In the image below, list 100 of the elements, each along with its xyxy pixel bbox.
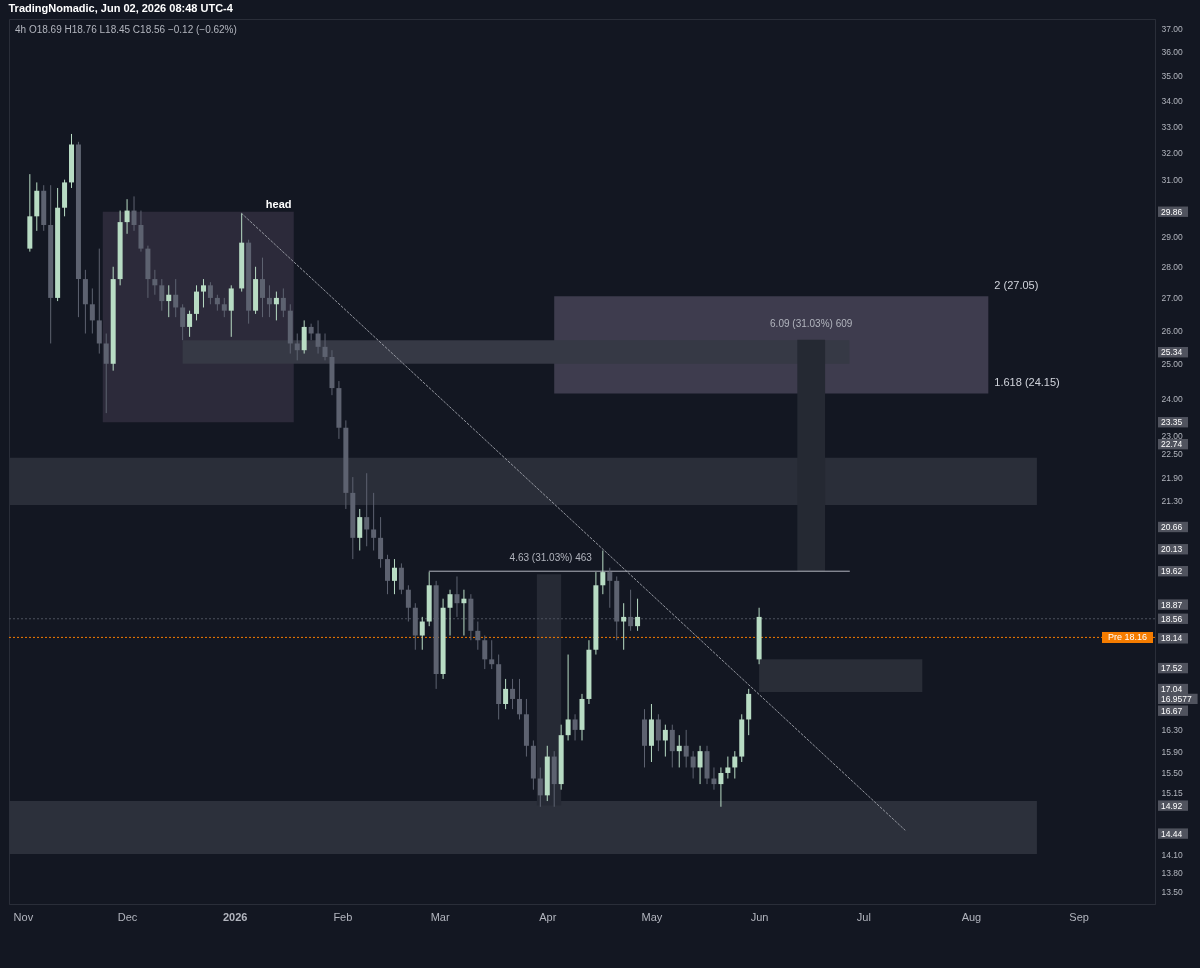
candlestick — [103, 333, 109, 414]
candlestick — [131, 195, 137, 232]
candlestick — [294, 333, 300, 361]
y-tick-label: 15.50 — [1161, 768, 1184, 779]
annotation: head — [265, 198, 292, 211]
y-tick-label: 20.66 — [1161, 522, 1183, 532]
y-tick-label: 27.00 — [1161, 293, 1184, 304]
candlestick — [280, 287, 286, 318]
y-tick-label: 26.00 — [1161, 325, 1184, 336]
y-tick-label: 20.13 — [1161, 544, 1183, 555]
y-tick-label: 18.14 — [1161, 633, 1183, 644]
y-tick-label: 16.30 — [1161, 725, 1184, 736]
annotation: 4.63 (31.03%) 463 — [509, 552, 593, 564]
candlestick — [200, 278, 206, 308]
x-tick-label: May — [641, 910, 663, 923]
candlestick — [364, 472, 370, 547]
y-tick-label: 23.35 — [1161, 417, 1183, 428]
y-tick-label: 17.04 — [1161, 684, 1183, 695]
candlestick — [357, 508, 363, 552]
y-tick-label: 21.30 — [1161, 496, 1184, 507]
y-tick-label: 13.50 — [1161, 886, 1184, 897]
y-tick-label: 15.15 — [1161, 788, 1184, 799]
candlestick — [565, 654, 571, 741]
x-tick-label: Feb — [333, 910, 353, 923]
candlestick — [537, 766, 543, 808]
candlestick — [572, 713, 578, 741]
y-tick-label: 35.00 — [1161, 71, 1184, 82]
y-tick-label: 25.00 — [1161, 359, 1184, 370]
candlestick — [503, 678, 509, 710]
candlestick — [489, 639, 495, 670]
candlestick — [378, 516, 384, 569]
x-tick-label: Jun — [750, 910, 769, 923]
y-tick-label: 21.90 — [1161, 472, 1184, 483]
candlestick — [454, 575, 460, 618]
y-tick-label: 22.74 — [1161, 439, 1183, 450]
x-tick-label: Jul — [856, 910, 871, 923]
candlestick — [405, 584, 411, 623]
y-tick-label: 14.10 — [1161, 849, 1184, 860]
candlestick — [655, 713, 661, 752]
candlestick — [447, 589, 453, 637]
chart-title: TradingNomadic, Jun 02, 2026 08:48 UTC-4 — [8, 2, 234, 14]
candlestick — [89, 287, 95, 335]
candlestick — [138, 210, 144, 253]
candlestick — [516, 678, 522, 720]
x-tick-label: 2026 — [222, 910, 248, 923]
y-tick-label: 28.00 — [1161, 262, 1184, 273]
candlestick — [315, 319, 321, 355]
y-tick-label: 16.67 — [1161, 705, 1183, 716]
candlestick — [683, 729, 689, 768]
candlestick — [308, 323, 314, 341]
candlestick — [635, 598, 641, 632]
candlestick — [266, 284, 272, 318]
y-tick-label: 29.86 — [1161, 206, 1183, 217]
candlestick — [180, 303, 186, 341]
candlestick — [260, 257, 266, 318]
candlestick — [166, 284, 172, 318]
y-tick-label: 13.80 — [1161, 867, 1184, 878]
y-tick-label: 22.50 — [1161, 449, 1184, 460]
x-tick-label: Apr — [539, 910, 557, 923]
candlestick — [385, 554, 391, 595]
candlestick — [228, 284, 234, 338]
y-tick-label: 32.00 — [1161, 147, 1184, 158]
y-tick-label: 18.87 — [1161, 599, 1183, 610]
y-tick-label: 19.62 — [1161, 566, 1183, 577]
candlestick — [621, 602, 627, 651]
candlestick — [398, 562, 404, 595]
candlestick — [194, 284, 200, 321]
y-tick-label: 14.44 — [1161, 828, 1183, 839]
candlestick — [669, 724, 675, 768]
x-tick-label: Dec — [117, 910, 138, 923]
chart-subtitle: 4h O18.69 H18.76 L18.45 C18.56 −0.12 (−0.62%) — [15, 24, 237, 35]
candlestick — [173, 278, 179, 318]
candlestick — [419, 616, 425, 651]
candlestick — [697, 745, 703, 785]
candlestick — [207, 281, 213, 305]
candlestick — [124, 198, 130, 235]
candlestick — [273, 291, 279, 321]
candlestick — [482, 635, 488, 670]
y-tick-label: 25.34 — [1161, 347, 1183, 358]
candlestick — [600, 550, 606, 595]
y-tick-label: 33.00 — [1161, 121, 1184, 132]
y-tick-label: 14.92 — [1161, 800, 1183, 811]
candlestick — [718, 766, 724, 808]
y-tick-label: 36.00 — [1161, 47, 1184, 58]
x-tick-label: Sep — [1069, 910, 1089, 923]
candlestick — [96, 248, 102, 355]
annotation: 1.618 (24.15) — [994, 376, 1060, 389]
y-tick-label: 31.00 — [1161, 175, 1184, 186]
candlestick — [662, 724, 668, 758]
candlestick — [152, 269, 158, 296]
annotation: 6.09 (31.03%) 609 — [770, 317, 853, 329]
candlestick — [301, 319, 307, 355]
y-tick-label: 16.9577 — [1161, 693, 1192, 704]
x-tick-label: Aug — [961, 910, 982, 923]
candlestick — [475, 621, 481, 651]
ref-line-label: Pre 18.16 — [1107, 632, 1148, 643]
candlestick — [187, 310, 193, 338]
candlestick — [159, 278, 165, 312]
y-tick-label: 34.00 — [1161, 96, 1184, 107]
annotation: 2 (27.05) — [994, 279, 1039, 292]
